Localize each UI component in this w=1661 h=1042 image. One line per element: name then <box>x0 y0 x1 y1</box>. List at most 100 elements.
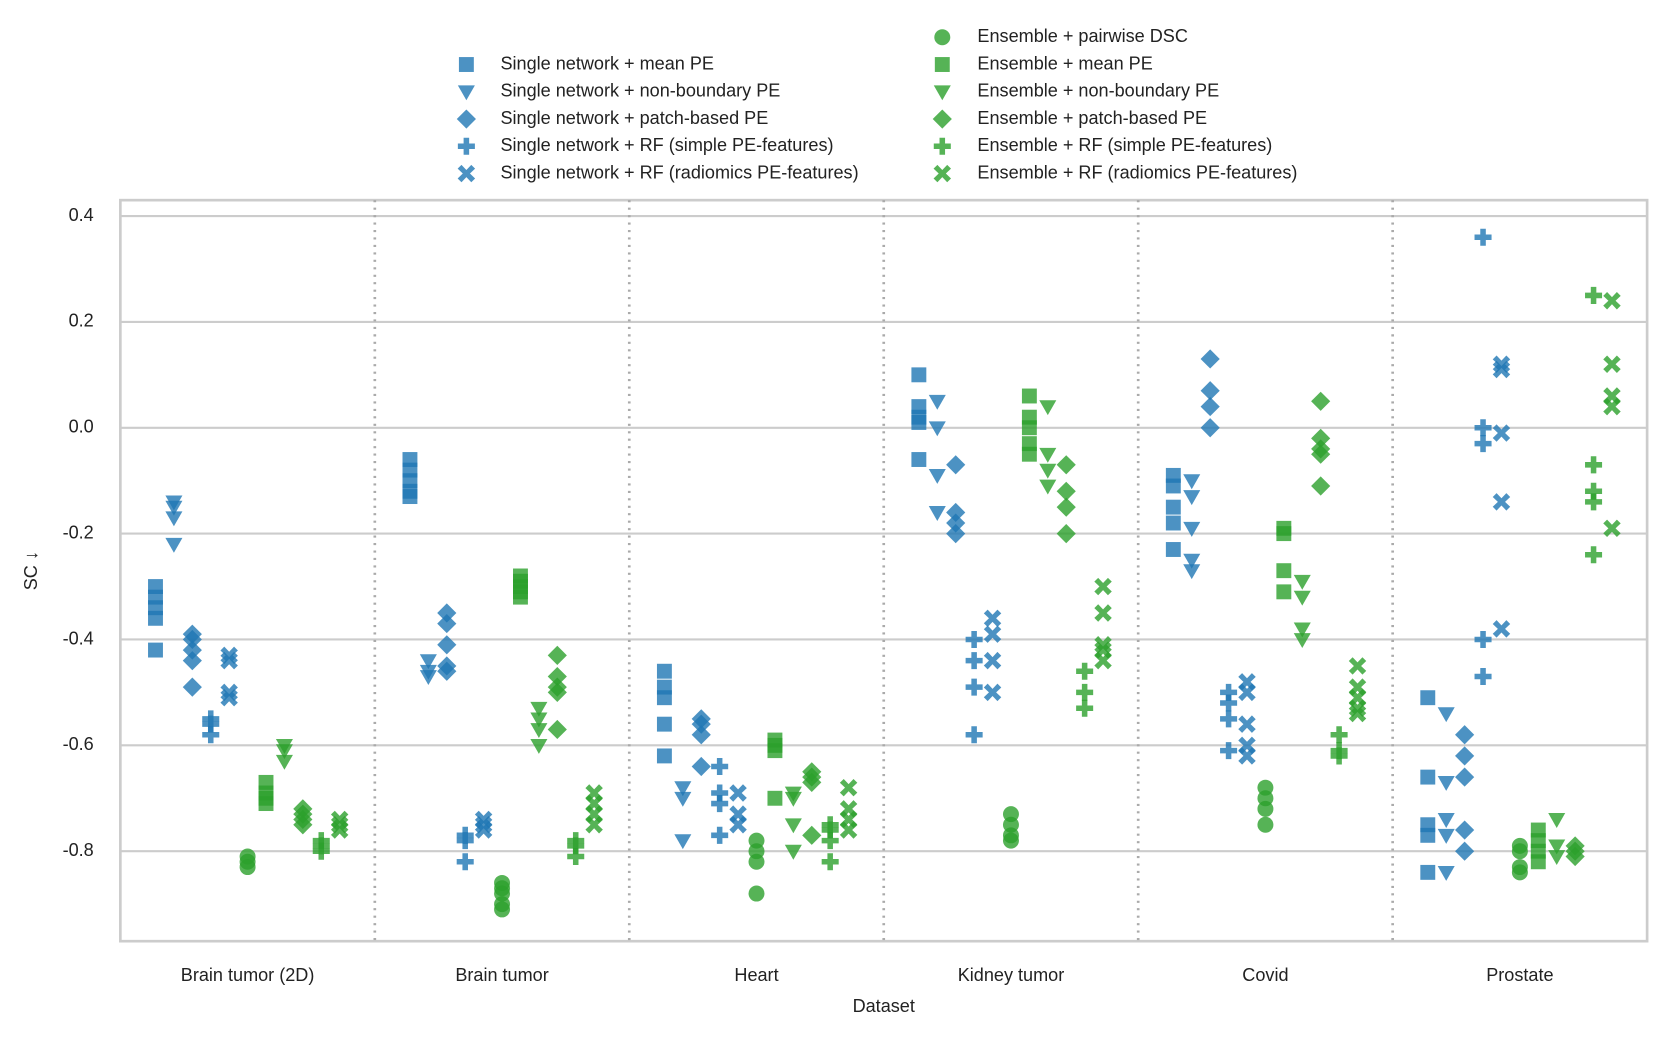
marker <box>1200 397 1220 417</box>
marker <box>965 678 983 696</box>
legend-marker <box>932 109 952 129</box>
marker <box>437 635 457 655</box>
marker <box>1165 515 1181 531</box>
y-tick-label: -0.2 <box>63 522 94 542</box>
marker <box>1603 519 1621 538</box>
marker <box>1585 546 1603 564</box>
marker <box>656 748 672 764</box>
marker <box>1565 846 1585 867</box>
marker <box>1293 590 1311 606</box>
marker <box>802 772 822 792</box>
marker <box>1330 747 1348 765</box>
marker <box>946 513 966 533</box>
marker <box>1437 707 1455 723</box>
marker <box>1455 820 1475 840</box>
marker <box>312 842 330 860</box>
marker <box>711 795 729 813</box>
marker <box>585 816 603 834</box>
marker <box>946 524 966 544</box>
marker <box>1039 447 1057 463</box>
marker <box>748 853 765 870</box>
marker <box>784 818 802 834</box>
marker <box>1021 420 1037 436</box>
marker <box>1311 444 1331 464</box>
marker <box>513 589 528 605</box>
marker <box>928 421 946 437</box>
marker <box>567 847 585 866</box>
marker <box>911 367 927 383</box>
marker <box>821 832 839 850</box>
x-tick-label: Prostate <box>1486 965 1553 985</box>
marker <box>656 690 672 706</box>
marker <box>148 642 163 658</box>
marker <box>1056 455 1076 475</box>
marker <box>1039 400 1057 416</box>
legend-marker <box>933 137 951 155</box>
marker <box>1474 435 1492 453</box>
marker <box>1183 564 1201 580</box>
marker <box>547 682 567 702</box>
legend-label: Single network + patch-based PE <box>500 108 768 128</box>
marker <box>1220 742 1238 760</box>
legend-marker <box>458 57 474 72</box>
marker <box>1455 767 1475 787</box>
legend-marker <box>934 29 951 46</box>
marker <box>182 651 202 671</box>
marker <box>419 670 437 686</box>
marker <box>1420 690 1436 706</box>
marker <box>1039 463 1057 479</box>
marker <box>1200 418 1220 438</box>
marker <box>965 652 983 670</box>
marker <box>821 821 839 839</box>
marker <box>1474 630 1492 648</box>
marker <box>1474 419 1492 437</box>
marker <box>691 756 711 777</box>
marker <box>767 790 783 806</box>
marker <box>1165 478 1181 494</box>
marker <box>1585 456 1603 474</box>
y-tick-label: -0.6 <box>63 734 94 754</box>
marker <box>656 716 672 732</box>
marker <box>1437 865 1455 881</box>
marker <box>1056 524 1076 544</box>
marker <box>1348 704 1367 723</box>
marker <box>165 500 183 516</box>
marker <box>1293 633 1311 648</box>
marker <box>911 452 927 467</box>
marker <box>1311 428 1331 448</box>
marker <box>965 630 983 648</box>
y-axis-label: SC ↓ <box>21 551 41 590</box>
legend-label: Single network + RF (radiomics PE-featur… <box>500 162 858 182</box>
legend-label: Ensemble + non-boundary PE <box>977 81 1219 101</box>
marker <box>275 754 293 770</box>
marker <box>711 784 729 802</box>
marker <box>220 688 238 707</box>
marker <box>437 603 457 623</box>
marker <box>1076 662 1094 680</box>
marker <box>1603 397 1621 416</box>
marker <box>784 844 802 860</box>
marker <box>1021 388 1037 404</box>
marker <box>202 715 220 733</box>
marker <box>1200 349 1220 369</box>
marker <box>911 415 927 430</box>
marker <box>983 651 1002 670</box>
marker <box>1492 360 1511 379</box>
legend-marker <box>457 85 475 101</box>
marker <box>1200 381 1220 401</box>
x-axis-label: Dataset <box>853 996 915 1016</box>
marker <box>1183 521 1201 537</box>
marker <box>839 778 858 797</box>
legend-label: Ensemble + patch-based PE <box>977 108 1207 128</box>
marker <box>656 663 672 679</box>
marker <box>691 725 711 745</box>
legend-label: Single network + mean PE <box>500 53 714 73</box>
legend-marker <box>457 137 475 155</box>
marker <box>802 825 822 845</box>
marker <box>1183 490 1201 506</box>
marker <box>530 701 548 717</box>
marker <box>1238 747 1256 765</box>
marker <box>1276 563 1292 579</box>
marker <box>1455 841 1475 861</box>
